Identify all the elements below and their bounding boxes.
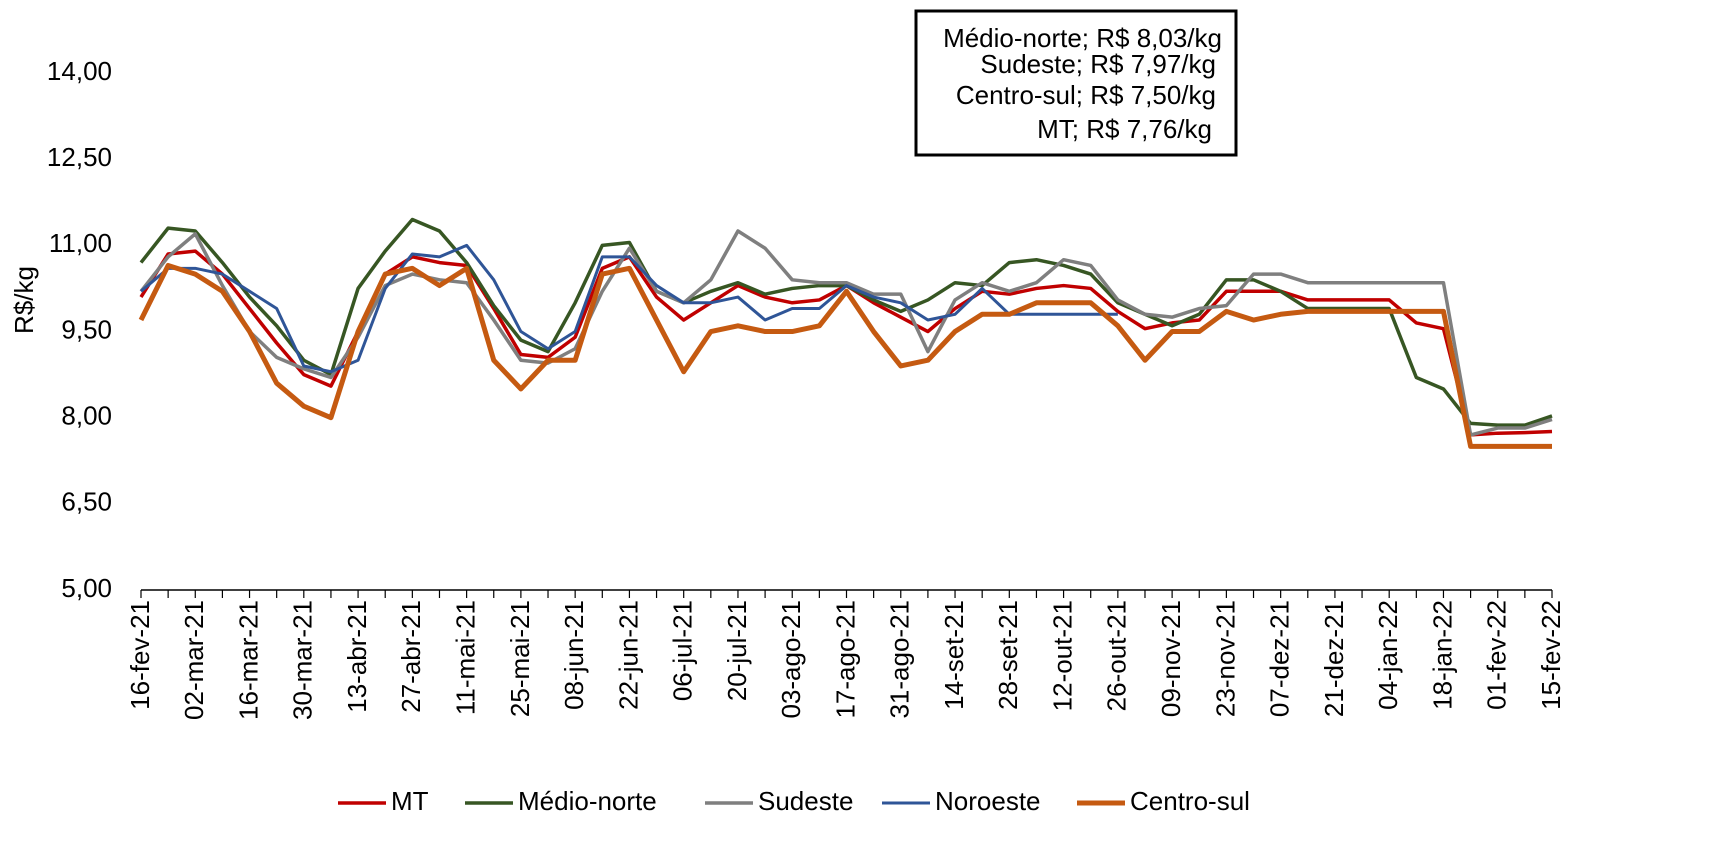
x-tick-label: 11-mai-21: [450, 600, 480, 715]
legend-label: Médio-norte: [518, 786, 657, 816]
y-tick-label: 9,50: [61, 314, 112, 344]
x-tick-label: 16-fev-21: [125, 600, 155, 710]
x-tick-label: 02-mar-21: [179, 600, 209, 720]
series-line: [138, 262, 1552, 449]
x-tick-label: 31-ago-21: [885, 600, 915, 719]
x-tick-label: 22-jun-21: [613, 600, 643, 710]
annotation: MT; R$ 7,76/kg: [1037, 114, 1212, 144]
x-tick-label: 08-jun-21: [559, 600, 589, 710]
x-tick-label: 27-abr-21: [396, 600, 426, 713]
y-tick-label: 5,00: [61, 573, 112, 603]
x-tick-label: 23-nov-21: [1210, 600, 1240, 717]
x-tick-label: 15-fev-22: [1536, 600, 1566, 710]
x-tick-label: 06-jul-21: [668, 600, 698, 701]
y-tick-label: 11,00: [49, 228, 112, 258]
legend-label: Centro-sul: [1130, 786, 1250, 816]
x-tick-label: 17-ago-21: [830, 600, 860, 719]
legend-label: MT: [391, 786, 429, 816]
x-tick-label: 01-fev-22: [1482, 600, 1512, 710]
y-tick-label: 14,00: [47, 56, 112, 86]
x-tick-label: 20-jul-21: [722, 600, 752, 701]
x-tick-label: 13-abr-21: [342, 600, 372, 713]
x-tick-label: 14-set-21: [939, 600, 969, 710]
annotation-box: [914, 9, 1238, 157]
x-tick-label: 04-jan-22: [1373, 600, 1403, 710]
x-tick-label: 26-out-21: [1102, 600, 1132, 711]
legend-label: Noroeste: [935, 786, 1041, 816]
x-tick-label: 09-nov-21: [1156, 600, 1186, 717]
annotation: Médio-norte; R$ 8,03/kg: [943, 23, 1222, 53]
x-tick-label: 03-ago-21: [776, 600, 806, 719]
x-tick-label: 25-mai-21: [505, 600, 535, 717]
x-tick-label: 12-out-21: [1047, 600, 1077, 711]
y-tick-label: 12,50: [47, 142, 112, 172]
x-tick-label: 21-dez-21: [1319, 600, 1349, 717]
x-tick-label: 18-jan-22: [1427, 600, 1457, 710]
series-line: [139, 229, 1553, 437]
x-tick-label: 16-mar-21: [233, 600, 263, 720]
y-tick-label: 6,50: [61, 487, 112, 517]
annotation: Centro-sul; R$ 7,50/kg: [956, 80, 1216, 110]
x-tick-label: 07-dez-21: [1265, 600, 1295, 717]
x-tick-label: 30-mar-21: [288, 600, 318, 720]
annotation: Sudeste; R$ 7,97/kg: [980, 49, 1216, 79]
y-tick-label: 8,00: [61, 401, 112, 431]
series-line: [140, 243, 1118, 374]
y-axis-title: R$/kg: [9, 266, 39, 334]
x-tick-label: 28-set-21: [993, 600, 1023, 710]
legend-label: Sudeste: [758, 786, 853, 816]
